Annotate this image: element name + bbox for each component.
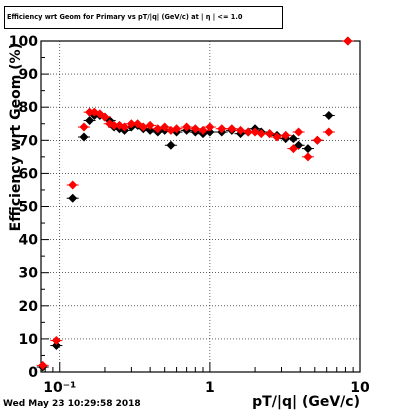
- x-axis-label: pT/|q| (GeV/c): [252, 394, 360, 410]
- series-2: [36, 36, 354, 370]
- data-point: [85, 115, 95, 125]
- y-tick-label: 10: [19, 332, 39, 348]
- data-point: [324, 110, 334, 120]
- y-tick-label: 0: [28, 365, 38, 381]
- data-point: [265, 129, 275, 139]
- y-tick-label: 50: [19, 200, 39, 216]
- data-point: [145, 120, 155, 130]
- data-point: [256, 129, 266, 139]
- data-point: [190, 124, 200, 134]
- y-tick-label: 60: [19, 166, 39, 182]
- axis-labels: pT/|q| (GeV/c) Efficiency wrt Geom (%): [8, 43, 360, 410]
- data-point: [288, 134, 298, 144]
- chart-title: Efficiency wrt Geom for Primary vs pT/|q…: [4, 6, 283, 29]
- data-point: [324, 127, 334, 137]
- y-axis-label: Efficiency wrt Geom (%): [8, 43, 24, 231]
- data-point: [68, 180, 78, 190]
- y-tick-label: 40: [19, 233, 39, 249]
- x-tick-label: 10⁻¹: [43, 380, 76, 396]
- data-point: [205, 127, 215, 137]
- data-point: [160, 122, 170, 132]
- data-point: [227, 124, 237, 134]
- data-point: [79, 122, 89, 132]
- data-point: [312, 135, 322, 145]
- data-point: [281, 130, 291, 140]
- y-tick-label: 70: [19, 133, 39, 149]
- axis-ticks: 0 10 20 30 40 50 60 70 80 90 100 10⁻¹ 1 10: [9, 34, 370, 396]
- data-series: [36, 36, 354, 372]
- data-point: [166, 140, 176, 150]
- data-point: [303, 152, 313, 162]
- y-tick-label: 90: [19, 67, 39, 83]
- y-tick-label: 30: [19, 266, 39, 282]
- data-point: [205, 122, 215, 132]
- series-1: [36, 36, 354, 372]
- data-point: [250, 127, 260, 137]
- data-point: [182, 122, 192, 132]
- data-point: [272, 132, 282, 142]
- data-point: [288, 144, 298, 154]
- data-point: [198, 125, 208, 135]
- data-point: [126, 119, 136, 129]
- y-tick-label: 20: [19, 299, 39, 315]
- x-tick-label: 10: [350, 380, 370, 396]
- y-tick-label: 80: [19, 100, 39, 116]
- data-point: [303, 144, 313, 154]
- data-point: [145, 125, 155, 135]
- data-point: [138, 122, 148, 132]
- data-point: [217, 124, 227, 134]
- data-point: [153, 124, 163, 134]
- grid: [41, 41, 360, 372]
- data-point: [79, 132, 89, 142]
- data-point: [38, 360, 48, 370]
- data-point: [172, 124, 182, 134]
- data-point: [51, 341, 61, 351]
- footer-timestamp: Wed May 23 10:29:58 2018: [3, 399, 141, 409]
- data-point: [166, 125, 176, 135]
- data-point: [120, 122, 130, 132]
- x-tick-label: 1: [205, 380, 215, 396]
- data-point: [243, 127, 253, 137]
- data-point: [51, 336, 61, 346]
- data-point: [100, 112, 110, 122]
- data-point: [68, 193, 78, 203]
- y-tick-label: 100: [9, 34, 38, 50]
- data-point: [236, 125, 246, 135]
- data-point: [343, 36, 353, 46]
- data-point: [294, 127, 304, 137]
